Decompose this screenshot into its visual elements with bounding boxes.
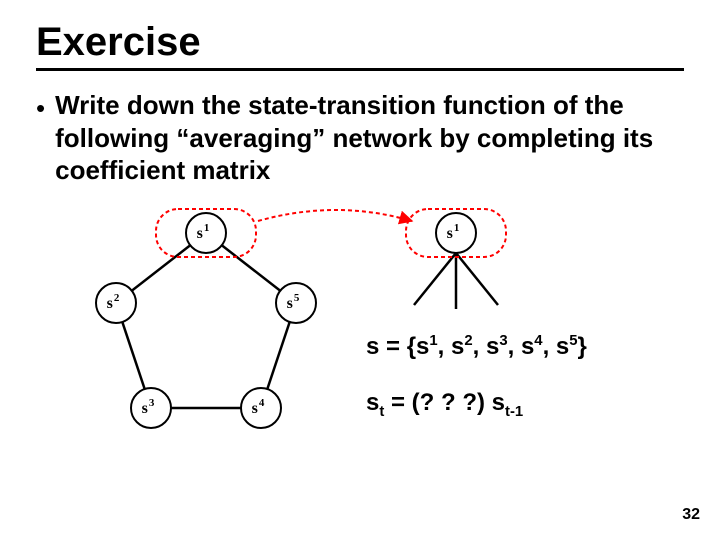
bullet-marker: • (36, 93, 45, 124)
bullet-item: • Write down the state-transition functi… (36, 89, 684, 187)
title-underline (36, 68, 684, 71)
equations-block: s = {s1, s2, s3, s4, s5} st = (? ? ?) st… (366, 333, 587, 420)
bullet-text: Write down the state-transition function… (55, 89, 684, 187)
slide-title: Exercise (36, 20, 684, 64)
diagram-area: s1s5s4s3s2s1 s = {s1, s2, s3, s4, s5} st… (36, 193, 684, 493)
page-number: 32 (682, 506, 700, 524)
state-set-equation: s = {s1, s2, s3, s4, s5} (366, 333, 587, 361)
slide: Exercise • Write down the state-transiti… (0, 0, 720, 540)
update-equation: st = (? ? ?) st-1 (366, 389, 587, 420)
